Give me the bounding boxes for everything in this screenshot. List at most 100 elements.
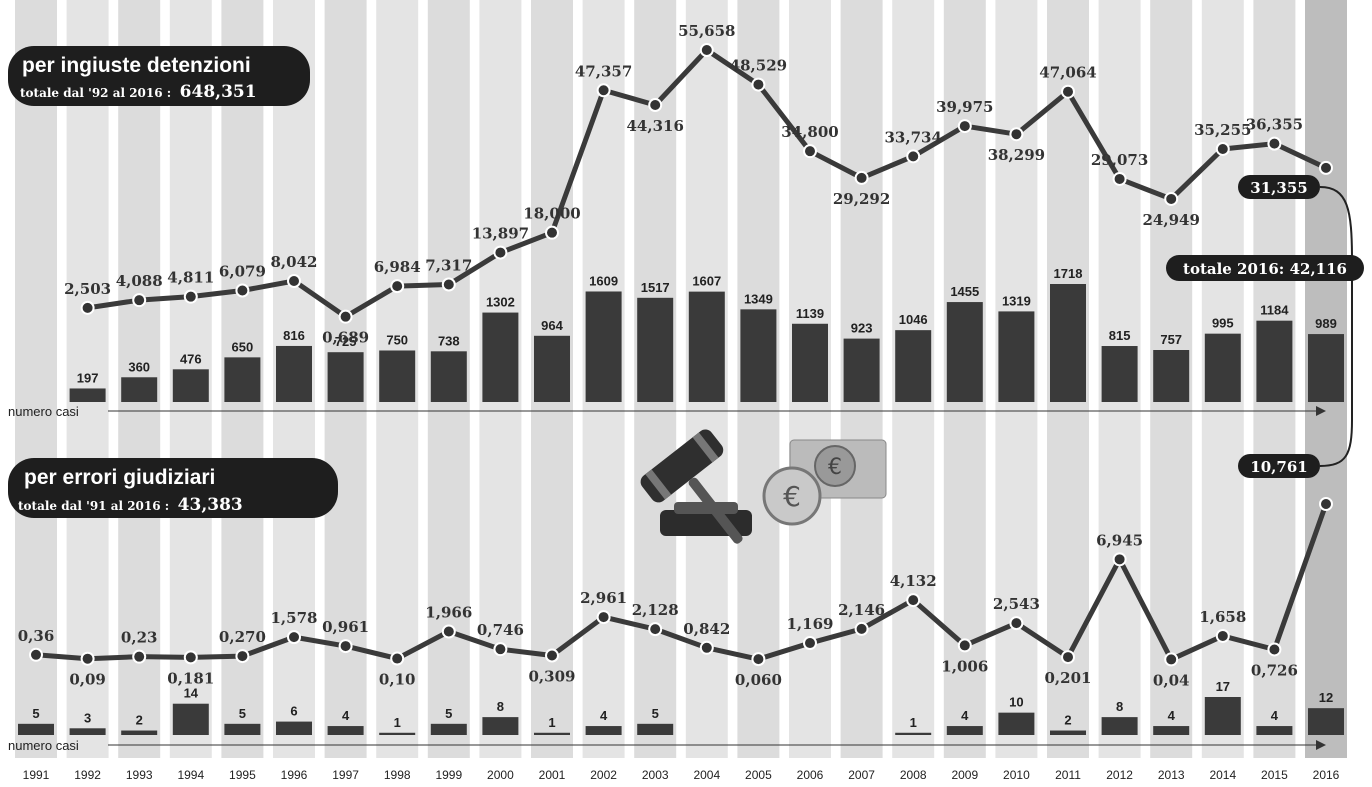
bars-ingiuste-detenzioni: 197 360 476 650 816 725 750 738 1302 964 1609 1517 1…	[69, 266, 1344, 402]
line-label-1-2000: 0,746	[477, 621, 524, 639]
bar-label-1-2001: 1	[548, 715, 555, 730]
line-label-1-2005: 0,060	[735, 671, 782, 689]
year-tick-labels: 1991 1992 1993 1994 1995 1996 1997 1998 1999 2000…	[23, 768, 1340, 782]
bar-1-1994	[172, 703, 209, 735]
line-label-1-2012: 6,945	[1096, 531, 1143, 549]
bar-0-2011	[1050, 284, 1086, 402]
year-tick-2001: 2001	[539, 768, 566, 782]
bar-label-0-2003: 1517	[641, 280, 670, 295]
line-point-0-1993	[132, 293, 147, 308]
line-point-0-1997	[338, 309, 353, 324]
subtitle-prefix-bottom: totale dal '91 al 2016 :	[18, 499, 169, 513]
bar-label-0-2013: 757	[1160, 332, 1182, 347]
bar-0-1995	[224, 357, 261, 402]
year-tick-2013: 2013	[1158, 768, 1185, 782]
line-label-1-1992: 0,09	[69, 671, 106, 689]
line-label-1-1994: 0,181	[167, 669, 214, 687]
line-label-1-2007: 2,146	[838, 601, 885, 619]
line-point-0-2007	[854, 170, 869, 185]
callout-2016-bottom: 10,761	[1238, 454, 1320, 478]
line-point-0-2010	[1009, 127, 1024, 142]
bar-1-2003	[637, 723, 674, 735]
bar-1-1995	[224, 723, 261, 735]
bar-label-1-2012: 8	[1116, 699, 1123, 714]
line-label-0-1997: 0,689	[322, 329, 369, 347]
line-point-0-2003	[648, 98, 663, 113]
line-point-0-2002	[596, 83, 611, 98]
bar-label-1-1996: 6	[290, 704, 297, 719]
gavel-icon	[640, 429, 752, 544]
bar-label-0-1992: 197	[77, 370, 99, 385]
callout-2016-top-value: 31,355	[1250, 179, 1307, 197]
bar-1-2012	[1101, 717, 1138, 735]
bar-label-1-1997: 4	[342, 708, 350, 723]
bar-1-2015	[1256, 726, 1293, 735]
year-tick-2006: 2006	[797, 768, 824, 782]
line-label-1-2011: 0,201	[1045, 669, 1092, 687]
bar-label-1-2008: 1	[910, 715, 917, 730]
bar-0-1997	[327, 352, 364, 402]
bar-1-1991	[18, 723, 54, 735]
bar-label-1-1995: 5	[239, 706, 246, 721]
x-axis-label-top: numero casi	[8, 404, 79, 419]
year-tick-2003: 2003	[642, 768, 669, 782]
chart-subtitle-top: totale dal '92 al 2016 : 648,351	[20, 82, 257, 102]
line-label-0-2007: 29,292	[833, 190, 890, 208]
line-label-1-2009: 1,006	[941, 657, 988, 675]
bar-0-1993	[121, 377, 158, 402]
year-tick-1994: 1994	[177, 768, 204, 782]
callout-total-2016: totale 2016: 42,116	[1166, 255, 1364, 281]
bar-0-2001	[534, 335, 570, 402]
line-point-0-1998	[390, 279, 405, 294]
line-errori-giudiziari: 0,36 0,09 0,23 0,181 0,270 1,578 0,961 0,10 1,96…	[18, 497, 1333, 689]
year-tick-1997: 1997	[332, 768, 359, 782]
line-label-0-1995: 6,079	[219, 263, 266, 281]
bar-0-2015	[1256, 320, 1293, 402]
bar-label-1-2003: 5	[652, 706, 659, 721]
line-point-0-2014	[1215, 141, 1230, 156]
line-point-1-1993	[132, 649, 147, 664]
bar-0-2006	[792, 323, 828, 402]
bar-label-0-2001: 964	[541, 318, 563, 333]
line-point-0-1994	[183, 289, 198, 304]
line-point-1-1994	[183, 650, 198, 665]
year-tick-1995: 1995	[229, 768, 256, 782]
bar-label-1-2016: 12	[1319, 690, 1333, 705]
year-tick-2004: 2004	[693, 768, 720, 782]
line-point-0-2006	[803, 144, 817, 159]
line-point-0-2001	[545, 225, 559, 240]
line-label-0-2006: 34,800	[781, 123, 838, 141]
line-point-1-2014	[1215, 628, 1230, 643]
bar-0-2009	[946, 302, 983, 402]
line-label-1-1998: 0,10	[379, 671, 416, 689]
year-column-1991	[15, 0, 57, 758]
year-tick-2012: 2012	[1106, 768, 1133, 782]
bar-1-1996	[276, 721, 312, 735]
bar-1-2013	[1153, 726, 1190, 735]
bar-0-1992	[69, 388, 106, 402]
line-label-0-2011: 47,064	[1039, 64, 1096, 82]
line-point-1-1991	[29, 647, 43, 662]
callout-total-2016-text: totale 2016: 42,116	[1183, 260, 1347, 278]
line-label-0-2012: 29,073	[1091, 151, 1148, 169]
line-label-0-2008: 33,734	[884, 128, 941, 146]
line-label-0-1993: 4,088	[116, 272, 163, 290]
line-label-0-2004: 55,658	[678, 22, 735, 40]
chart-subtitle-bottom: totale dal '91 al 2016 : 43,383	[18, 495, 243, 515]
svg-text:€: €	[828, 455, 842, 480]
line-point-0-2011	[1061, 84, 1075, 99]
line-point-1-2009	[957, 638, 972, 653]
bar-label-0-1993: 360	[128, 359, 150, 374]
title-badge-top: per ingiuste detenzioni totale dal '92 a…	[8, 46, 310, 106]
line-label-1-2001: 0,309	[529, 668, 576, 686]
bar-label-0-2006: 1139	[796, 306, 824, 321]
year-tick-1992: 1992	[74, 768, 101, 782]
line-label-1-2010: 2,543	[993, 595, 1040, 613]
line-label-0-2005: 48,529	[730, 57, 787, 75]
subtitle-prefix-top: totale dal '92 al 2016 :	[20, 86, 171, 100]
line-point-0-2005	[751, 77, 766, 92]
bar-label-1-1998: 1	[394, 715, 401, 730]
bar-1-2016	[1308, 708, 1344, 735]
line-point-1-2010	[1009, 616, 1024, 631]
bar-label-1-1994: 14	[184, 686, 199, 701]
